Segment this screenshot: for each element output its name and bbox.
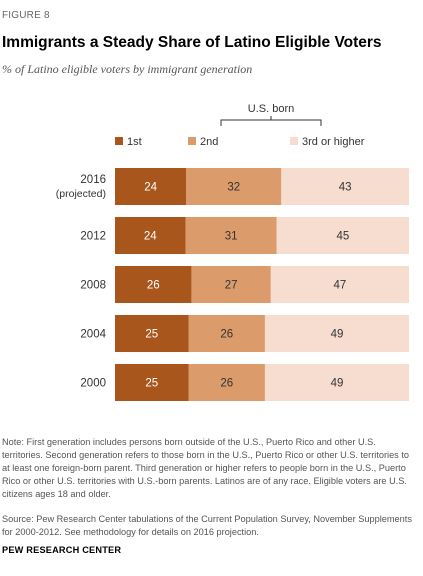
value-label-2016-second: 32 xyxy=(227,182,240,194)
category-label-2004: 2004 xyxy=(80,329,106,341)
us-born-label: U.S. born xyxy=(248,103,294,115)
bar-2004-second xyxy=(188,315,265,352)
value-label-2016-first: 24 xyxy=(144,182,157,194)
value-label-2012-third: 45 xyxy=(336,231,349,243)
value-label-2000-second: 26 xyxy=(220,378,233,390)
category-label-2008: 2008 xyxy=(80,280,106,292)
bar-2008-third xyxy=(270,266,409,303)
legend-label-third: 3rd or higher xyxy=(302,136,365,148)
value-label-2012-first: 24 xyxy=(144,231,157,243)
chart-source: Source: Pew Research Center tabulations … xyxy=(2,514,412,537)
bar-2008-second xyxy=(191,266,271,303)
category-label-2000: 2000 xyxy=(80,378,106,390)
category-label-2016: 2016 xyxy=(80,174,106,186)
bar-2012-third xyxy=(276,217,409,254)
value-label-2004-third: 49 xyxy=(331,329,344,341)
bar-2008-first xyxy=(115,266,192,303)
bar-2016-first xyxy=(115,168,187,205)
bar-2000-first xyxy=(115,364,189,401)
category-label-2012: 2012 xyxy=(80,231,106,243)
bar-2012-first xyxy=(115,217,186,254)
legend-swatch-second xyxy=(188,137,196,145)
value-label-2008-first: 26 xyxy=(147,280,160,292)
legend-swatch-third xyxy=(290,137,298,145)
value-label-2016-third: 43 xyxy=(339,182,352,194)
bar-2004-third xyxy=(264,315,409,352)
us-born-bracket xyxy=(220,116,322,126)
value-label-2004-second: 26 xyxy=(220,329,233,341)
category-sublabel-2016: (projected) xyxy=(56,188,106,200)
chart-subtitle: % of Latino eligible voters by immigrant… xyxy=(2,62,253,76)
value-label-2004-first: 25 xyxy=(145,329,158,341)
legend-label-first: 1st xyxy=(127,136,142,148)
figure-label: FIGURE 8 xyxy=(2,10,50,21)
value-label-2000-first: 25 xyxy=(145,378,158,390)
legend-label-second: 2nd xyxy=(200,136,218,148)
bar-2012-second xyxy=(185,217,277,254)
bar-2016-second xyxy=(186,168,282,205)
value-label-2012-second: 31 xyxy=(225,231,238,243)
bar-2000-second xyxy=(188,364,265,401)
value-label-2008-second: 27 xyxy=(225,280,238,292)
chart-note: Note: First generation includes persons … xyxy=(2,437,409,499)
legend-swatch-first xyxy=(115,137,123,145)
org-credit: PEW RESEARCH CENTER xyxy=(2,545,122,555)
stacked-bar-chart: U.S. born 1st 2nd 3rd or higher 24 32 43 2016 (p… xyxy=(56,103,409,401)
value-label-2000-third: 49 xyxy=(331,378,344,390)
bar-2016-third xyxy=(281,168,409,205)
bar-2004-first xyxy=(115,315,189,352)
chart-title: Immigrants a Steady Share of Latino Elig… xyxy=(2,34,382,51)
value-label-2008-third: 47 xyxy=(334,280,347,292)
bar-2000-third xyxy=(264,364,409,401)
